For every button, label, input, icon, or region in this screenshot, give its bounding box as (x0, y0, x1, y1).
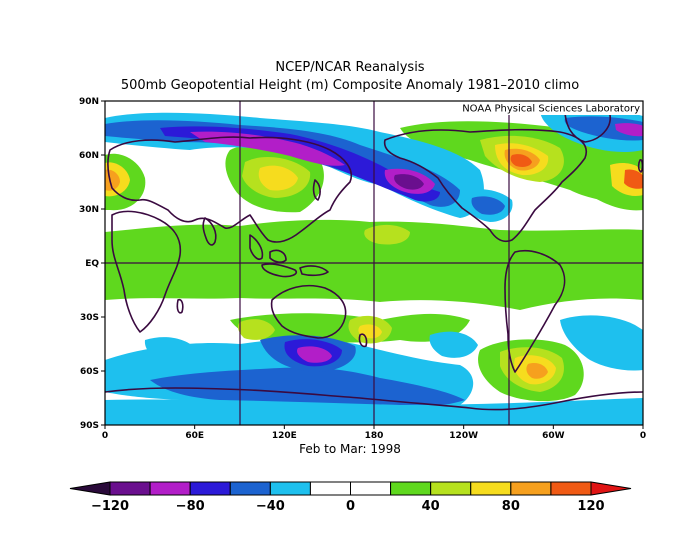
india-coastline (202, 217, 217, 246)
colorbar-under-arrow (69, 481, 111, 496)
south-atlantic-negative-region (560, 315, 643, 371)
arctic-negative-mid (105, 120, 460, 207)
latitude-label: EQ (85, 259, 99, 269)
period-label: Feb to Mar: 1998 (299, 442, 401, 456)
colorbar-swatch (430, 481, 472, 496)
colorbar-swatch (350, 481, 392, 496)
colorbar-over-arrow (590, 481, 632, 496)
colorbar-swatch (390, 481, 432, 496)
arctic-negative-core (160, 126, 440, 202)
greenland-negative-core (564, 116, 643, 141)
greenland-negative-peak (615, 123, 643, 137)
colorbar: −120 −80 −40 0 40 80 120 (69, 481, 632, 514)
coastlines (105, 105, 643, 411)
colorbar-label: −80 (176, 499, 205, 514)
japan-coastline (312, 179, 321, 201)
australia-south-negative-peak (297, 346, 332, 363)
longitude-label: 60E (185, 431, 204, 441)
australia-coastline (270, 284, 347, 339)
colorbar-swatch (309, 481, 351, 496)
southern-ocean-negative-mid (150, 367, 465, 409)
south-atlantic-positive-peak (526, 362, 548, 379)
longitude-label: 120W (449, 431, 478, 441)
eurasia-coastline (107, 136, 352, 243)
antarctica-coastline (105, 387, 643, 411)
atlantic-positive-peak (624, 169, 643, 189)
latitude-label: 60S (80, 367, 99, 377)
colorbar-swatch (229, 481, 271, 496)
south-indian-negative-region (144, 337, 195, 362)
longitude-label: 0 (102, 431, 108, 441)
longitude-label: 60W (542, 431, 565, 441)
madagascar-coastline (176, 298, 184, 314)
colorbar-swatch (149, 481, 191, 496)
colorbar-swatch (109, 481, 151, 496)
credit-text: NOAA Physical Sciences Laboratory (462, 104, 640, 115)
south-pacific-negative-region (429, 331, 478, 358)
chart-subtitle: 500mb Geopotential Height (m) Composite … (120, 78, 580, 93)
indonesia-coastline (261, 263, 298, 278)
pacific-negative-max (394, 174, 424, 190)
africa-coastline (111, 210, 182, 333)
british-isles-coastline (637, 159, 643, 173)
asia-positive-peak (258, 165, 298, 191)
longitude-label: 120E (272, 431, 297, 441)
longitude-label: 180 (365, 431, 384, 441)
new-zealand-coastline (358, 333, 368, 348)
latitude-label: 90N (79, 97, 99, 107)
arctic-negative-peak (190, 131, 345, 166)
new-guinea-coastline (299, 265, 329, 277)
map-plot-area: NOAA Physical Sciences Laboratory (105, 101, 643, 425)
chart-title: NCEP/NCAR Reanalysis (275, 60, 425, 75)
east-coast-negative-core (471, 196, 505, 215)
colorbar-label: 40 (422, 499, 440, 514)
colorbar-swatch (550, 481, 592, 496)
southeast-asia-coastline (249, 234, 264, 260)
indian-ocean-positive-core (237, 319, 275, 340)
colorbar-swatch (269, 481, 311, 496)
colorbar-swatch (510, 481, 552, 496)
latitude-label: 60N (79, 151, 99, 161)
colorbar-label: −40 (256, 499, 285, 514)
colorbar-swatch (470, 481, 512, 496)
latitude-label: 90S (80, 421, 99, 431)
latitude-axis: 90N 60N 30N EQ 30S 60S 90S (79, 97, 105, 431)
borneo-coastline (269, 249, 287, 263)
longitude-axis: 0 60E 120E 180 120W 60W 0 (102, 425, 646, 441)
colorbar-label: 0 (346, 499, 355, 514)
map-grid (105, 101, 643, 425)
longitude-label: 0 (640, 431, 646, 441)
colorbar-label: 120 (577, 499, 604, 514)
south-america-coastline (504, 249, 566, 373)
latitude-label: 30S (80, 313, 99, 323)
credit-box (455, 101, 643, 115)
latitude-label: 30N (79, 205, 99, 215)
pacific-positive-core (364, 224, 410, 245)
north-america-coastline (383, 128, 587, 243)
north-america-positive-max (510, 154, 532, 167)
colorbar-label: 80 (502, 499, 520, 514)
colorbar-label: −120 (91, 499, 129, 514)
colorbar-swatch (189, 481, 231, 496)
